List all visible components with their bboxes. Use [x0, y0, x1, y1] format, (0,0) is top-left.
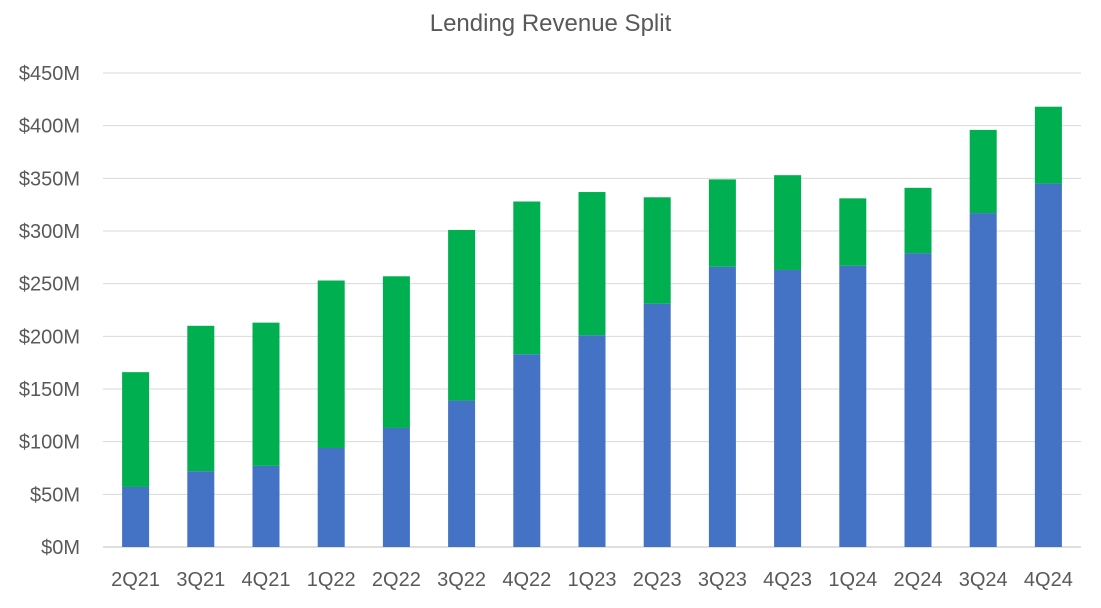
x-tick-label: 2Q24 [894, 569, 943, 591]
y-tick-label: $0M [41, 537, 80, 559]
bar-segment-series-1 [122, 486, 150, 547]
bar-segment-series-1 [643, 303, 671, 547]
y-tick-label: $450M [19, 63, 80, 85]
bar-segment-series-1 [839, 265, 867, 547]
bar-segment-series-2 [448, 229, 476, 401]
x-axis: 2Q21 3Q21 4Q21 1Q22 2Q22 3Q22 4Q22 1Q23 2Q23 3Q23… [111, 569, 1073, 591]
bar-segment-series-1 [578, 335, 606, 547]
y-tick-label: $200M [19, 326, 80, 348]
bar-segment-series-2 [252, 322, 280, 466]
bar-segment-series-2 [774, 175, 802, 270]
x-tick-label: 2Q21 [111, 569, 160, 591]
bar-segment-series-1 [317, 447, 345, 547]
x-tick-label: 1Q24 [828, 569, 877, 591]
bar-segment-series-2 [643, 197, 671, 304]
bar-segment-series-1 [382, 427, 410, 547]
bar-segment-series-2 [1034, 106, 1062, 184]
bar-segment-series-1 [774, 269, 802, 547]
bar-segment-series-2 [969, 129, 997, 214]
x-tick-label: 2Q23 [633, 569, 682, 591]
x-tick-label: 1Q23 [568, 569, 617, 591]
bar-segment-series-1 [513, 354, 541, 547]
y-tick-label: $50M [30, 484, 80, 506]
bar-segment-series-1 [904, 253, 932, 547]
bar-segment-series-2 [839, 198, 867, 266]
y-tick-label: $100M [19, 432, 80, 454]
x-tick-label: 4Q21 [242, 569, 291, 591]
x-tick-label: 4Q22 [502, 569, 551, 591]
x-tick-label: 2Q22 [372, 569, 421, 591]
bar-segment-series-2 [187, 325, 215, 472]
y-tick-label: $300M [19, 221, 80, 243]
bar-segment-series-2 [708, 179, 736, 267]
bar-segment-series-1 [252, 465, 280, 547]
y-tick-label: $350M [19, 168, 80, 190]
bar-segment-series-2 [904, 187, 932, 254]
x-tick-label: 3Q24 [959, 569, 1008, 591]
bar-segment-series-2 [382, 276, 410, 428]
bar-segment-series-1 [708, 266, 736, 547]
bar-segment-series-2 [122, 372, 150, 487]
y-tick-label: $400M [19, 116, 80, 138]
y-axis: $0M $50M $100M $150M $200M $250M $300M $350M $40… [19, 63, 80, 559]
x-tick-label: 4Q23 [763, 569, 812, 591]
y-tick-label: $250M [19, 274, 80, 296]
bar-segment-series-1 [1034, 183, 1062, 547]
x-tick-label: 3Q21 [176, 569, 225, 591]
bar-segment-series-1 [969, 213, 997, 548]
y-tick-label: $150M [19, 379, 80, 401]
chart-title: Lending Revenue Split [429, 10, 672, 37]
x-tick-label: 3Q23 [698, 569, 747, 591]
x-tick-label: 1Q22 [307, 569, 356, 591]
bar-segment-series-2 [317, 280, 345, 448]
bar-segment-series-1 [187, 471, 215, 547]
x-tick-label: 4Q24 [1024, 569, 1073, 591]
x-tick-label: 3Q22 [437, 569, 486, 591]
bar-segment-series-2 [513, 201, 541, 355]
bar-segment-series-2 [578, 192, 606, 336]
bar-segment-series-1 [448, 400, 476, 547]
bars [122, 106, 1062, 548]
